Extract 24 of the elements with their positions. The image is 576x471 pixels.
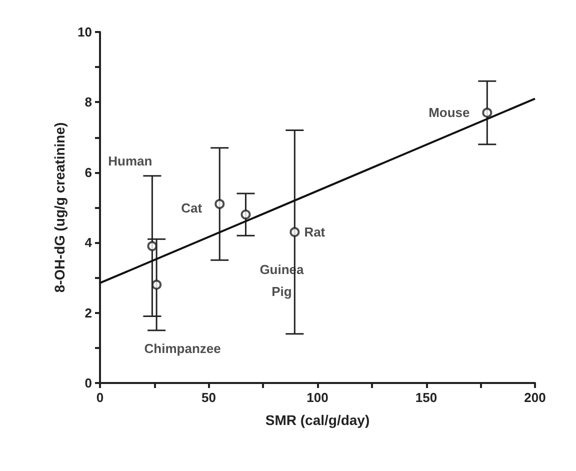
point bbox=[240, 210, 251, 220]
x-tick-label: 0 bbox=[96, 390, 104, 405]
x-axis-title: SMR (cal/g/day) bbox=[265, 412, 370, 428]
annotation: Cat bbox=[181, 200, 203, 216]
y-tick-label: 10 bbox=[78, 24, 92, 40]
y-tick-label: 0 bbox=[84, 376, 92, 390]
x-tick-label: 100 bbox=[306, 390, 328, 405]
y-axis-title: 8-OH-dG (ug/g creatinine) bbox=[52, 122, 68, 293]
y-tick-label: 6 bbox=[84, 164, 92, 180]
annotation: Human bbox=[108, 154, 152, 169]
annotation: Chimpanzee bbox=[144, 341, 221, 356]
point bbox=[152, 280, 162, 290]
y-tick-label: 4 bbox=[84, 235, 93, 250]
x-tick-label: 50 bbox=[202, 390, 216, 405]
x-tick-label: 150 bbox=[415, 390, 438, 405]
annotation: Mouse bbox=[428, 105, 470, 120]
point bbox=[290, 227, 300, 238]
x-tick-label: 200 bbox=[524, 390, 546, 405]
y-tick-label: 8 bbox=[84, 94, 92, 110]
point bbox=[214, 198, 225, 209]
point bbox=[482, 108, 492, 118]
point bbox=[147, 241, 158, 252]
y-tick-label: 2 bbox=[84, 305, 92, 320]
annotation: Rat bbox=[304, 224, 326, 240]
